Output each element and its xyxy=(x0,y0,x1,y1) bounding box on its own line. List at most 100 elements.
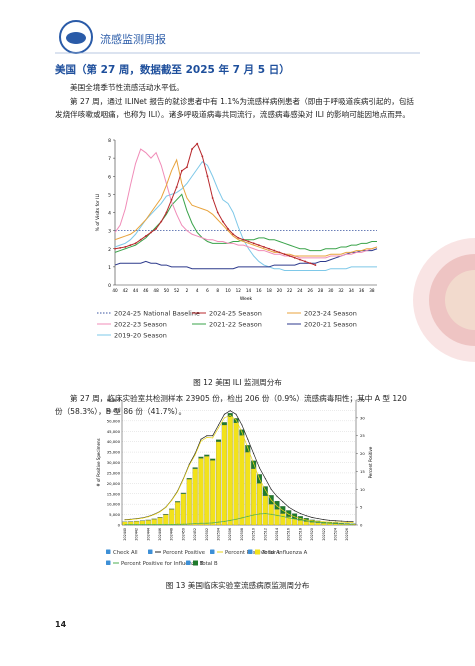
point xyxy=(305,519,307,521)
bar xyxy=(233,422,239,526)
point xyxy=(346,520,348,522)
point xyxy=(352,521,354,523)
point xyxy=(241,517,243,519)
point xyxy=(317,518,319,520)
point xyxy=(136,524,138,526)
legend-label[interactable]: Percent Positive xyxy=(163,550,205,556)
point xyxy=(340,520,342,522)
legend-label[interactable]: Total A xyxy=(261,550,280,556)
legend-label[interactable]: Percent Positive for Influenza A xyxy=(225,550,308,556)
y-tick-label: 0 xyxy=(108,283,111,289)
point xyxy=(258,513,260,515)
legend-label[interactable]: Percent Positive for Influenza B xyxy=(121,561,204,567)
point xyxy=(223,520,225,522)
point xyxy=(288,506,290,508)
x-tick-label: 24 xyxy=(297,288,303,293)
y2-axis-label: Percent Positive xyxy=(368,446,373,478)
y-tick-label: 8 xyxy=(108,138,111,144)
section-title: 美国（第 27 周，数据截至 2025 年 7 月 5 日） xyxy=(55,64,290,76)
y-tick-label: 4 xyxy=(108,211,111,217)
virus-deco xyxy=(445,270,475,330)
legend-checkbox[interactable] xyxy=(106,549,111,555)
point xyxy=(323,522,325,524)
point xyxy=(247,438,249,440)
point xyxy=(182,478,184,480)
x-tick-label: 50 xyxy=(164,288,170,293)
point xyxy=(212,522,214,524)
legend-checkbox[interactable] xyxy=(106,560,111,566)
bar xyxy=(180,492,186,494)
bar xyxy=(192,467,198,469)
point xyxy=(253,514,255,516)
point xyxy=(276,495,278,497)
point xyxy=(288,255,291,257)
point xyxy=(141,524,143,526)
point xyxy=(317,520,319,522)
x-tick-label: 46 xyxy=(143,288,149,293)
y-tick-label: 0 xyxy=(118,523,121,528)
point xyxy=(304,260,306,263)
point xyxy=(340,521,342,523)
series-line xyxy=(114,161,377,271)
x-tick-label: 36 xyxy=(359,288,365,293)
y-tick-label: 60,000 xyxy=(107,398,121,403)
x-tick-label: 22 xyxy=(287,288,293,293)
y-tick-label: 45,000 xyxy=(107,429,121,434)
bar xyxy=(204,454,210,457)
bar xyxy=(175,501,181,503)
y-tick-label: 30,000 xyxy=(107,460,121,465)
point xyxy=(201,155,204,158)
y-tick-label: 55,000 xyxy=(107,408,121,413)
x-tick-label: 202450 xyxy=(181,528,185,541)
point xyxy=(282,501,284,503)
point xyxy=(258,478,260,480)
point xyxy=(305,520,307,522)
point xyxy=(147,516,149,518)
bar xyxy=(186,478,192,480)
point xyxy=(182,523,184,525)
x-tick-label: 202520 xyxy=(310,528,314,541)
point xyxy=(235,419,237,421)
x-tick-label: 202504 xyxy=(217,528,221,541)
x-tick-label: 34 xyxy=(349,288,355,293)
bar xyxy=(157,517,163,526)
legend-label[interactable]: Check All xyxy=(113,550,138,556)
legend-checkbox[interactable] xyxy=(248,549,253,555)
point xyxy=(294,516,296,518)
bar xyxy=(198,456,204,459)
x-tick-label: 202446 xyxy=(158,528,162,541)
point xyxy=(235,518,237,520)
point xyxy=(305,515,307,517)
legend-checkbox[interactable] xyxy=(210,549,215,555)
point xyxy=(264,513,266,515)
figure-caption: 图 12 美国 ILI 监测周分布 xyxy=(193,378,282,387)
point xyxy=(177,491,179,493)
x-tick-label: 26 xyxy=(308,288,314,293)
legend-checkbox[interactable] xyxy=(186,560,191,566)
legend-checkbox[interactable] xyxy=(148,549,153,555)
point xyxy=(299,513,301,515)
series-line xyxy=(114,148,378,259)
point xyxy=(139,238,142,241)
x-tick-label: 38 xyxy=(369,288,375,293)
paragraph: 第 27 周，临床实验室共检测样本 23905 份，检出 206 份（0.9%）… xyxy=(55,394,407,416)
point xyxy=(264,489,266,491)
point xyxy=(159,511,161,513)
series-line xyxy=(124,410,354,523)
point xyxy=(335,521,337,523)
point xyxy=(253,463,255,465)
x-tick-label: 14 xyxy=(246,288,252,293)
x-tick-label: 202524 xyxy=(334,528,338,541)
point xyxy=(329,521,331,523)
legend-label[interactable]: Total B xyxy=(199,561,218,567)
x-tick-label: 202502 xyxy=(205,528,209,541)
x-tick-label: 10 xyxy=(225,288,231,293)
point xyxy=(335,520,337,522)
y-tick-label: 5,000 xyxy=(109,512,120,517)
bar xyxy=(256,483,263,526)
point xyxy=(171,524,173,526)
bar xyxy=(262,486,268,496)
point xyxy=(263,246,265,248)
point xyxy=(221,220,224,223)
